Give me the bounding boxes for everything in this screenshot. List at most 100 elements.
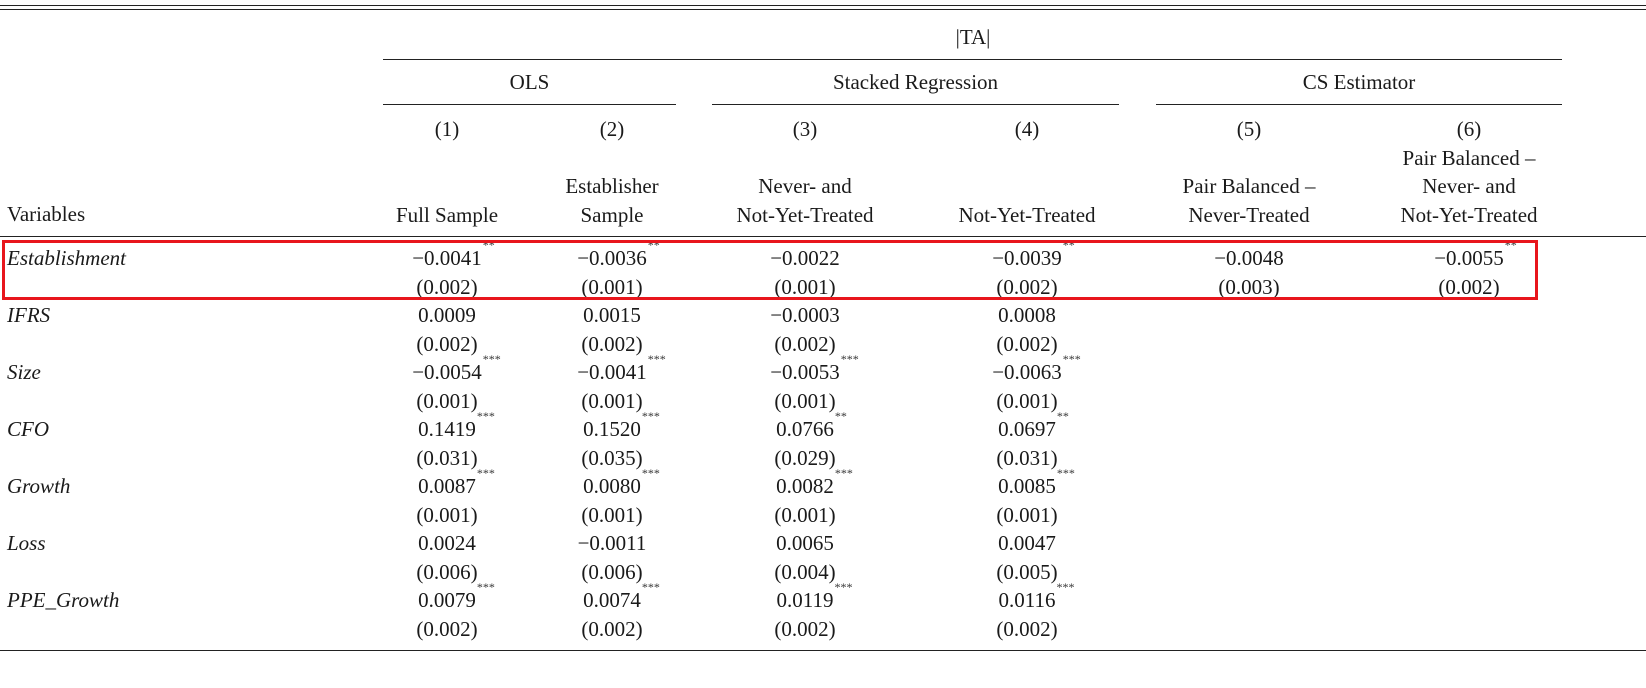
significance-stars: *** bbox=[1056, 466, 1075, 480]
coefficient-cell: −0.0055 ** bbox=[1434, 238, 1517, 271]
standard-error-cell: (0.001) bbox=[416, 503, 478, 527]
significance-stars: *** bbox=[641, 580, 660, 594]
significance-stars: ** bbox=[1056, 409, 1069, 423]
coefficient-value: 0.0009 bbox=[418, 303, 476, 327]
coefficient-value: 0.0080 *** bbox=[583, 466, 660, 498]
coefficient-cell: 0.0116 *** bbox=[998, 580, 1075, 613]
column-number: (6) bbox=[1456, 117, 1482, 141]
column-number: (3) bbox=[792, 117, 818, 141]
coefficient-cell: −0.0036 ** bbox=[577, 239, 660, 271]
coefficient-value: 0.0697 ** bbox=[998, 409, 1069, 441]
column-description-line: Never- and bbox=[1422, 174, 1516, 198]
column-description-line: Not-Yet-Treated bbox=[736, 202, 874, 227]
significance-stars: *** bbox=[1062, 352, 1081, 366]
coefficient-cell: −0.0054 *** bbox=[412, 352, 501, 385]
standard-error-cell: (0.035) bbox=[581, 446, 643, 470]
coefficient-value: −0.0011 bbox=[577, 531, 647, 555]
variable-name: Establishment bbox=[7, 246, 126, 270]
standard-error-cell: (0.006) bbox=[416, 560, 478, 584]
coefficient-cell: 0.0697 ** bbox=[998, 409, 1069, 442]
coefficient-cell: −0.0048 bbox=[1214, 245, 1284, 271]
standard-error-cell: (0.003) bbox=[1218, 275, 1280, 299]
coefficient-cell: −0.0041 ** bbox=[412, 239, 495, 271]
significance-stars: *** bbox=[476, 580, 495, 594]
coefficient-cell: 0.0085 *** bbox=[998, 467, 1075, 499]
column-description-line: Establisher bbox=[565, 174, 659, 198]
coefficient-value: 0.0087 *** bbox=[418, 466, 495, 498]
standard-error-cell: (0.029) bbox=[774, 446, 836, 470]
top-rule-2 bbox=[0, 9, 1646, 10]
coefficient-value: −0.0048 bbox=[1214, 246, 1284, 270]
group-header: Stacked Regression bbox=[832, 70, 999, 94]
standard-error-cell: (0.031) bbox=[416, 446, 478, 470]
group-header: OLS bbox=[509, 70, 550, 94]
standard-error-cell: (0.002) bbox=[416, 275, 478, 299]
column-description: Full Sample bbox=[396, 201, 498, 230]
coefficient-value: 0.1419 *** bbox=[418, 409, 495, 441]
coefficient-value: 0.0024 bbox=[418, 531, 476, 555]
coefficient-value: −0.0054 *** bbox=[412, 352, 501, 384]
coefficient-value: −0.0055 ** bbox=[1434, 238, 1517, 270]
standard-error-cell: (0.001) bbox=[774, 503, 836, 527]
variable-name: Loss bbox=[7, 531, 46, 555]
coefficient-cell: 0.1520 *** bbox=[583, 409, 660, 442]
coefficient-cell: −0.0003 bbox=[770, 302, 840, 328]
significance-stars: *** bbox=[641, 409, 660, 423]
coefficient-cell: −0.0041 *** bbox=[577, 352, 666, 385]
standard-error-cell: (0.002) bbox=[581, 617, 643, 641]
standard-error-cell: (0.006) bbox=[581, 560, 643, 584]
column-description: Pair Balanced – Never- and Not-Yet-Treated bbox=[1400, 144, 1537, 230]
column-description-line: Never-Treated bbox=[1188, 202, 1310, 227]
significance-stars: *** bbox=[647, 352, 666, 366]
coefficient-value: 0.0116 *** bbox=[998, 580, 1075, 612]
standard-error-cell: (0.002) bbox=[416, 617, 478, 641]
coefficient-cell: −0.0011 bbox=[578, 530, 647, 556]
coefficient-cell: 0.0008 bbox=[998, 302, 1056, 328]
coefficient-value: 0.0015 bbox=[583, 303, 641, 327]
coefficient-cell: 0.0065 bbox=[776, 530, 834, 556]
top-rule-1 bbox=[0, 5, 1646, 6]
standard-error-cell: (0.031) bbox=[996, 446, 1058, 470]
variable-name: IFRS bbox=[7, 303, 51, 327]
coefficient-cell: 0.0087 *** bbox=[418, 466, 495, 499]
coefficient-cell: 0.0082 *** bbox=[776, 466, 853, 499]
coefficient-value: 0.0079 *** bbox=[418, 580, 495, 612]
coefficient-cell: 0.1419 *** bbox=[418, 409, 495, 442]
coefficient-value: −0.0022 bbox=[770, 246, 840, 270]
column-description: Not-Yet-Treated bbox=[958, 201, 1095, 230]
coefficient-value: 0.0008 bbox=[998, 303, 1056, 327]
significance-stars: *** bbox=[476, 409, 495, 423]
dep-var-rule bbox=[383, 59, 1562, 60]
significance-stars: *** bbox=[840, 352, 859, 366]
group-rule bbox=[1156, 104, 1562, 105]
variables-label: Variables bbox=[7, 202, 86, 226]
column-description-line: Pair Balanced – bbox=[1402, 145, 1536, 170]
coefficient-cell: 0.0009 bbox=[418, 302, 476, 328]
coefficient-value: 0.1520 *** bbox=[583, 409, 660, 441]
coefficient-value: 0.0074 *** bbox=[583, 580, 660, 612]
standard-error-cell: (0.001) bbox=[581, 275, 643, 299]
column-description-line: Not-Yet-Treated bbox=[958, 202, 1096, 227]
group-header: CS Estimator bbox=[1302, 70, 1416, 94]
coefficient-cell: 0.0119 *** bbox=[776, 580, 853, 613]
standard-error-cell: (0.002) bbox=[1438, 275, 1500, 299]
coefficient-value: −0.0063 *** bbox=[992, 352, 1081, 384]
column-number: (4) bbox=[1014, 117, 1040, 141]
significance-stars: ** bbox=[834, 409, 847, 423]
standard-error-cell: (0.001) bbox=[774, 389, 836, 413]
standard-error-cell: (0.002) bbox=[996, 275, 1058, 299]
column-number: (1) bbox=[434, 117, 460, 141]
group-rule bbox=[383, 104, 676, 105]
coefficient-value: −0.0041 *** bbox=[577, 352, 666, 384]
coefficient-value: 0.0119 *** bbox=[776, 580, 853, 612]
coefficient-cell: −0.0053 *** bbox=[770, 353, 859, 385]
standard-error-cell: (0.005) bbox=[996, 560, 1058, 584]
variable-name: Growth bbox=[7, 474, 71, 498]
significance-stars: *** bbox=[1056, 580, 1075, 594]
significance-stars: *** bbox=[834, 466, 853, 480]
column-description: Never- and Not-Yet-Treated bbox=[736, 172, 873, 229]
significance-stars: *** bbox=[641, 466, 660, 480]
coefficient-value: 0.0082 *** bbox=[776, 466, 853, 498]
standard-error-cell: (0.001) bbox=[996, 389, 1058, 413]
standard-error-cell: (0.001) bbox=[416, 389, 478, 413]
